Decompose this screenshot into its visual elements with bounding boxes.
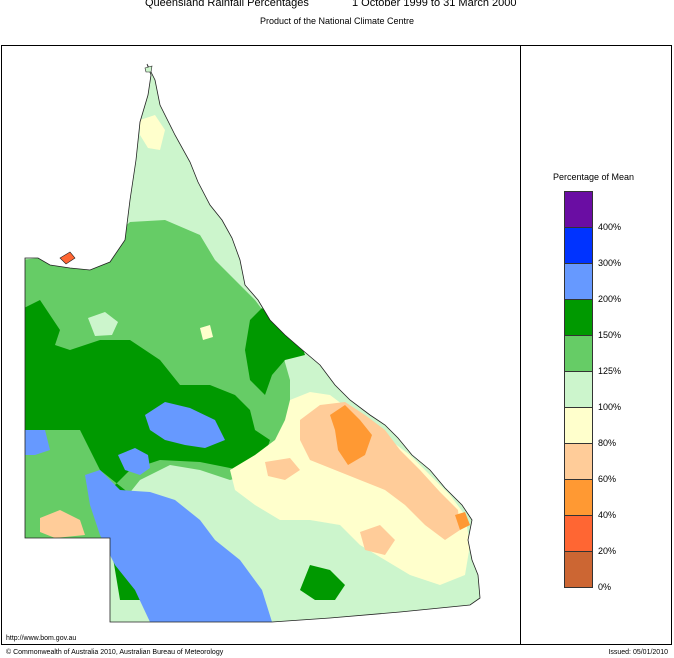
map-frame <box>1 45 672 645</box>
legend-swatch <box>564 335 593 372</box>
north-island <box>144 65 153 73</box>
rain-zone-200-300-west <box>25 430 50 455</box>
island-rain-zone <box>59 251 76 265</box>
legend-swatch <box>564 371 593 408</box>
rain-zone-60-80-pocket <box>265 458 300 480</box>
rain-zone-100-125-pocket <box>88 312 118 336</box>
legend-tick-label: 150% <box>598 330 622 340</box>
rain-zone-40-60-coast <box>455 512 470 530</box>
map-title: Queensland Rainfall Percentages 1 Octobe… <box>0 0 674 11</box>
rain-zone-200-300-small <box>118 448 150 475</box>
rain-zone-200-300-central <box>145 402 225 448</box>
rain-zone-60-80-west <box>40 510 85 538</box>
rain-zone-150-200 <box>25 300 270 600</box>
legend-tick-label: 300% <box>598 258 622 268</box>
rain-zone-80-100 <box>230 392 470 585</box>
legend-tick-label: 125% <box>598 366 622 376</box>
legend-swatch <box>564 407 593 444</box>
rain-zone-80-100-pocket <box>200 325 213 340</box>
legend-tick-label: 20% <box>598 546 617 556</box>
legend-swatch <box>564 227 593 264</box>
legend-swatch <box>564 551 593 588</box>
legend-divider <box>520 45 521 645</box>
legend-tick-label: 400% <box>598 222 622 232</box>
legend-title: Percentage of Mean <box>553 172 635 182</box>
title-main: Queensland Rainfall Percentages <box>145 0 309 9</box>
legend-tick-label: 100% <box>598 402 622 412</box>
legend-swatch <box>564 443 593 480</box>
legend-tick-label: 0% <box>598 582 612 592</box>
legend-swatch <box>564 191 593 228</box>
rain-zone-60-80-south <box>360 525 395 555</box>
footer-copyright: © Commonwealth of Australia 2010, Austra… <box>6 649 224 656</box>
legend-swatch <box>564 515 593 552</box>
rain-zone-200-300-south <box>85 470 272 622</box>
rain-zone-150-200-south <box>300 565 345 600</box>
map-subtitle: Product of the National Climate Centre <box>259 16 415 26</box>
queensland-coastline <box>24 63 481 623</box>
legend-tick-label: 40% <box>598 510 617 520</box>
footer-issued: Issued: 05/01/2010 <box>608 649 668 656</box>
legend-swatch <box>564 299 593 336</box>
legend-tick-label: 200% <box>598 294 622 304</box>
title-period: 1 October 1999 to 31 March 2000 <box>352 0 517 9</box>
rain-zone-80-100-cape <box>140 115 165 150</box>
rain-zone-40-60 <box>330 405 372 465</box>
legend-swatch <box>564 263 593 300</box>
legend-tick-label: 60% <box>598 474 617 484</box>
legend-color-bar <box>564 191 593 588</box>
legend-tick-label: 80% <box>598 438 617 448</box>
legend-swatch <box>564 479 593 516</box>
footer-url: http://www.bom.gov.au <box>6 635 77 642</box>
rain-zone-150-200-east <box>245 308 305 395</box>
